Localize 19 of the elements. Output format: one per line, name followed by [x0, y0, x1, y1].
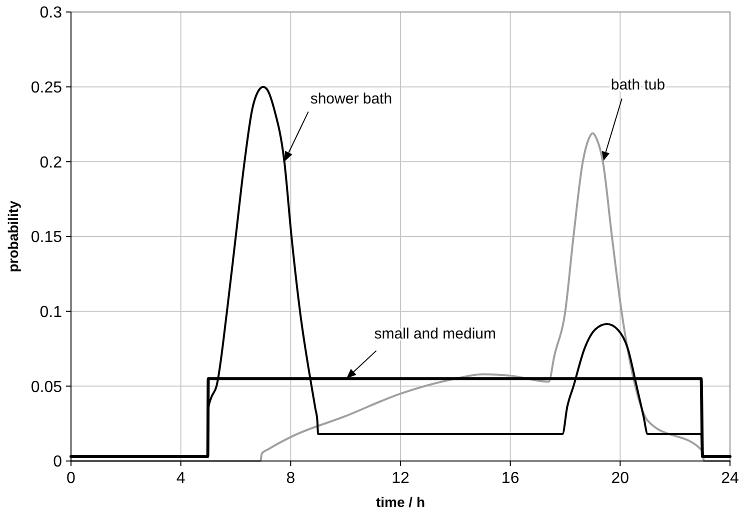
x-tick-label: 4: [176, 470, 186, 487]
y-tick-label: 0.25: [30, 79, 62, 96]
x-tick-label: 8: [286, 470, 296, 487]
text: bath tub: [610, 76, 666, 94]
x-tick-label: 20: [611, 470, 630, 487]
y-tick-label: 0: [53, 454, 62, 471]
x-tick-label: 0: [66, 470, 76, 487]
y-tick-label: 0.05: [30, 378, 62, 396]
text: small and medium: [374, 326, 496, 343]
y-axis-title: probability: [5, 200, 21, 272]
y-tick-label: 0.2: [40, 154, 62, 172]
x-tick-label: 12: [392, 470, 410, 487]
text: shower bath: [310, 90, 392, 108]
x-axis-title: time / h: [376, 494, 426, 510]
x-tick-label: 16: [501, 470, 520, 487]
y-tick-label: 0.15: [30, 229, 62, 246]
y-tick-label: 0.3: [40, 4, 62, 22]
y-tick-label: 0.1: [40, 304, 62, 321]
x-tick-label: 24: [721, 470, 739, 487]
